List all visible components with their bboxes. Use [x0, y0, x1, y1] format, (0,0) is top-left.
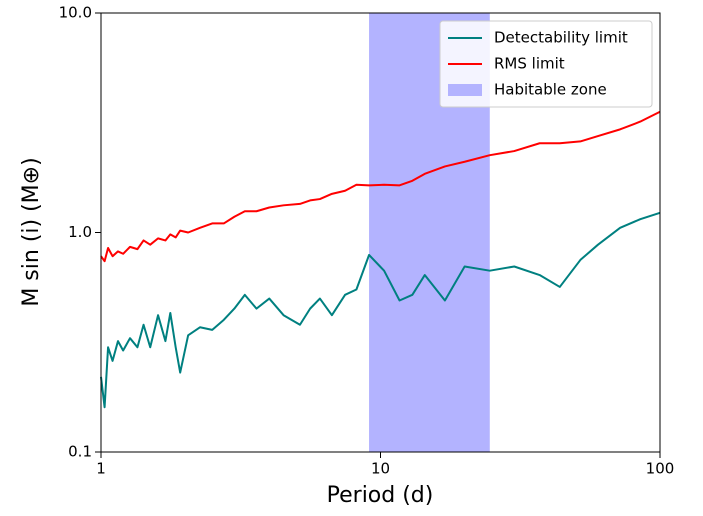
y-tick-label: 0.1 [68, 443, 92, 461]
x-tick-label: 10 [371, 460, 390, 478]
series-line [100, 110, 661, 263]
legend-label: Detectability limit [494, 29, 628, 47]
y-axis-label: M sin (i) (M⊕) [19, 157, 44, 306]
legend-label: Habitable zone [494, 81, 607, 99]
legend-label: RMS limit [494, 55, 565, 73]
x-tick-label: 1 [96, 460, 106, 478]
y-tick-label: 1.0 [68, 223, 92, 241]
x-tick-label: 100 [646, 460, 675, 478]
x-axis-label: Period (d) [327, 483, 434, 508]
series-line [100, 211, 661, 409]
legend-box [439, 20, 653, 108]
legend-swatch [448, 84, 482, 96]
y-tick-label: 10.0 [59, 4, 92, 22]
